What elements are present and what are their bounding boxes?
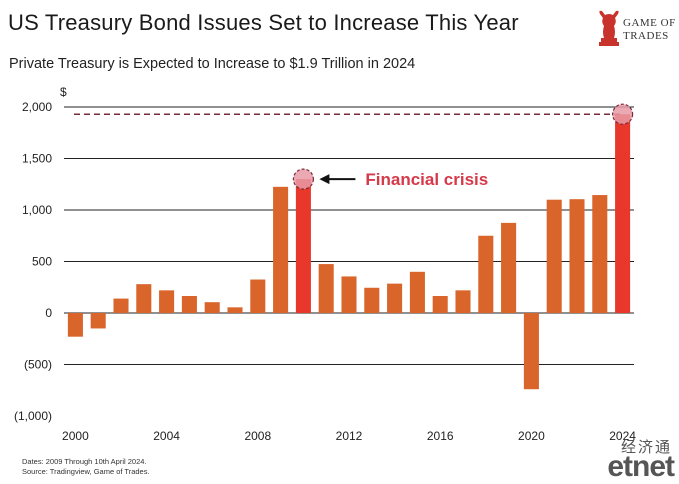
- bar-2023: [592, 195, 608, 313]
- x-tick-label: 2004: [153, 429, 180, 443]
- bar-2000: [67, 313, 83, 337]
- x-tick-label: 2016: [427, 429, 454, 443]
- bars: [67, 114, 631, 390]
- bar-2008: [250, 279, 266, 313]
- game-of-trades-logo: GAME OF TRADES: [596, 8, 676, 52]
- chart-title: US Treasury Bond Issues Set to Increase …: [8, 10, 519, 35]
- source-note: Source: Tradingview, Game of Trades.: [22, 467, 150, 476]
- y-tick-label: 500: [32, 255, 52, 269]
- x-tick-label: 2020: [518, 429, 545, 443]
- y-tick-label: 2,000: [22, 100, 52, 114]
- chart-notes: Dates: 2009 Through 10th April 2024. Sou…: [22, 457, 150, 477]
- bar-2015: [409, 271, 425, 313]
- bar-2009: [273, 186, 289, 313]
- annotation-label: Financial crisis: [365, 170, 488, 189]
- y-tick-label: (500): [24, 358, 52, 372]
- bar-2020: [523, 313, 539, 390]
- etnet-latin-text: etnet: [607, 450, 675, 483]
- highlight-marker-2010: [292, 168, 314, 190]
- x-axis-tick-labels: 2000 2004 2008 2012 2016 2020 2024: [62, 429, 636, 443]
- logo-line-2: TRADES: [623, 30, 669, 42]
- x-tick-label: 2000: [62, 429, 89, 443]
- x-tick-label: 2024: [609, 429, 636, 443]
- highlight-marker-2024: [611, 103, 634, 125]
- bar-2017: [455, 290, 471, 313]
- y-tick-label: (1,000): [14, 409, 52, 423]
- bar-2022: [569, 199, 585, 313]
- bar-2021: [546, 199, 562, 313]
- bar-2013: [364, 287, 380, 313]
- x-tick-label: 2012: [336, 429, 363, 443]
- bar-2003: [136, 284, 152, 313]
- bar-2016: [432, 296, 448, 313]
- etnet-watermark: 经济通 etnet: [590, 436, 678, 483]
- x-tick-label: 2008: [244, 429, 271, 443]
- bar-2004: [159, 290, 175, 313]
- bar-2018: [478, 235, 494, 313]
- bar-2014: [387, 283, 403, 313]
- y-axis-label: $: [60, 85, 67, 99]
- y-tick-label: 0: [45, 306, 52, 320]
- etnet-chinese-text: 经济通: [620, 439, 672, 456]
- bar-2012: [341, 276, 357, 313]
- y-axis-tick-labels: 2,000 1,500 1,000 500 0 (500) (1,000): [14, 100, 52, 423]
- chart-subtitle: Private Treasury is Expected to Increase…: [9, 56, 416, 72]
- logo-line-1: GAME OF: [623, 17, 676, 29]
- y-tick-label: 1,000: [22, 203, 52, 217]
- dates-note: Dates: 2009 Through 10th April 2024.: [22, 457, 147, 466]
- y-tick-label: 1,500: [22, 152, 52, 166]
- bar-2010: [295, 179, 311, 313]
- bull-chess-knight-icon: [599, 10, 619, 46]
- bar-2006: [204, 302, 220, 313]
- bar-2024: [615, 114, 631, 314]
- bar-2007: [227, 307, 243, 313]
- bar-2011: [318, 264, 334, 313]
- bar-2002: [113, 298, 129, 313]
- bar-2001: [90, 313, 106, 329]
- annotation-arrow-head: [319, 174, 330, 185]
- bar-2005: [181, 296, 197, 313]
- bar-2019: [501, 222, 517, 313]
- annotations: Financial crisis: [74, 103, 634, 190]
